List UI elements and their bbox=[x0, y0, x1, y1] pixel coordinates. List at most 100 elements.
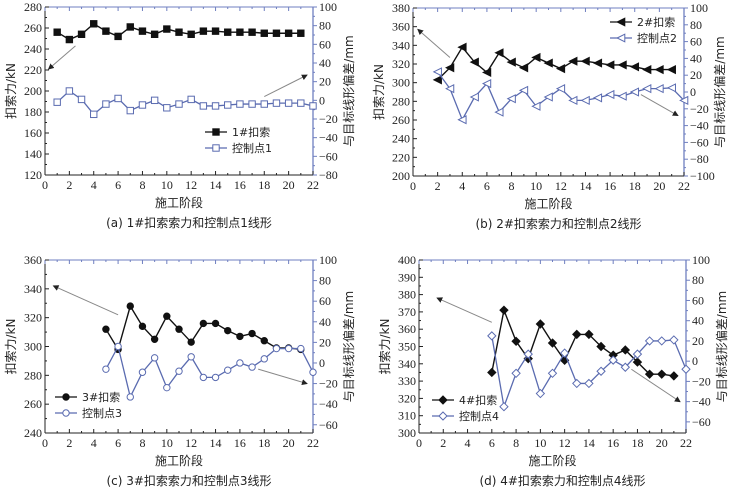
y2-axis-title: 与目标线形偏差/mm bbox=[714, 291, 729, 402]
data-point bbox=[248, 363, 256, 371]
y2-tick-label: −60 bbox=[319, 418, 338, 432]
data-point bbox=[432, 67, 442, 77]
data-point bbox=[632, 357, 643, 367]
y2-tick-label: −100 bbox=[690, 169, 715, 183]
data-point bbox=[511, 368, 521, 379]
x-tick-label: 12 bbox=[185, 178, 197, 192]
y-tick-label: 380 bbox=[392, 1, 410, 15]
chart-c: 0 2 4 6 8 10 12 14 16 18 20 22 240 260 280 300 320 340 360… bbox=[4, 253, 356, 488]
y2-tick-label: 60 bbox=[692, 293, 704, 307]
y-tick-label: 280 bbox=[24, 368, 42, 382]
y2-tick-label: 80 bbox=[319, 19, 331, 33]
data-point bbox=[150, 354, 159, 362]
data-point bbox=[568, 95, 578, 106]
data-point bbox=[592, 93, 603, 103]
x-tick-label: 18 bbox=[631, 436, 643, 450]
data-point bbox=[163, 25, 171, 33]
data-point bbox=[547, 338, 558, 348]
x-tick-label: 12 bbox=[555, 179, 567, 193]
data-point bbox=[150, 30, 159, 39]
data-point bbox=[494, 107, 504, 117]
data-point bbox=[77, 30, 86, 39]
data-point bbox=[187, 338, 195, 346]
y-tick-label: 350 bbox=[398, 340, 416, 354]
legend-marker bbox=[616, 33, 626, 43]
x-axis-title: 施工阶段 bbox=[155, 195, 203, 210]
y2-tick-label: 60 bbox=[319, 294, 331, 308]
x-tick-label: 16 bbox=[604, 179, 616, 193]
data-point bbox=[77, 95, 86, 104]
x-axis-title: 施工阶段 bbox=[155, 453, 203, 468]
x-tick-label: 10 bbox=[161, 178, 173, 192]
y2-tick-label: −20 bbox=[690, 102, 709, 116]
chart-caption: (b) 2#扣索索力和控制点2线形 bbox=[475, 217, 641, 231]
annotation-arrow bbox=[258, 368, 308, 386]
data-point bbox=[138, 322, 147, 331]
chart-a: 0 2 4 6 8 10 12 14 16 18 20 22120140160180200220240… bbox=[4, 0, 356, 230]
data-point bbox=[469, 92, 479, 102]
x-tick-label: 0 bbox=[416, 436, 422, 450]
chart-caption: (a) 1#扣索索力和控制点1线形 bbox=[106, 216, 272, 230]
x-tick-label: 14 bbox=[583, 436, 595, 450]
data-point bbox=[187, 95, 195, 104]
legend-marker bbox=[62, 409, 70, 417]
data-point bbox=[102, 325, 110, 333]
x-axis-title: 施工阶段 bbox=[528, 453, 576, 468]
data-point bbox=[580, 56, 590, 66]
chart-caption: (c) 3#扣索索力和控制点3线形 bbox=[106, 474, 271, 488]
x-tick-label: 10 bbox=[534, 436, 546, 450]
data-point bbox=[487, 331, 497, 341]
data-point bbox=[596, 366, 606, 376]
y-tick-label: 200 bbox=[392, 169, 410, 183]
data-point bbox=[642, 64, 652, 75]
x-tick-label: 6 bbox=[489, 436, 495, 450]
x-tick-label: 10 bbox=[161, 436, 173, 450]
data-point bbox=[199, 373, 208, 382]
data-point bbox=[568, 56, 578, 66]
data-point bbox=[620, 345, 631, 355]
data-point bbox=[506, 94, 516, 104]
x-tick-label: 0 bbox=[410, 179, 416, 193]
data-point bbox=[584, 378, 594, 389]
data-point bbox=[632, 349, 643, 359]
data-point bbox=[248, 100, 256, 108]
y-tick-label: 240 bbox=[24, 42, 42, 56]
x-tick-label: 10 bbox=[530, 179, 542, 193]
x-tick-label: 22 bbox=[680, 436, 692, 450]
data-point bbox=[644, 369, 655, 379]
data-point bbox=[481, 67, 492, 78]
data-point bbox=[523, 349, 533, 359]
y2-tick-label: −60 bbox=[319, 149, 338, 163]
y2-tick-label: 20 bbox=[690, 68, 702, 82]
data-point bbox=[260, 29, 268, 37]
data-point bbox=[260, 100, 268, 108]
data-point bbox=[114, 32, 122, 41]
data-point bbox=[580, 95, 590, 106]
y-tick-label: 310 bbox=[398, 409, 416, 423]
data-point bbox=[224, 28, 232, 36]
x-tick-label: 14 bbox=[210, 436, 222, 450]
x-axis-title: 施工阶段 bbox=[524, 196, 572, 211]
y-tick-label: 320 bbox=[24, 311, 42, 325]
data-point bbox=[187, 30, 195, 39]
data-point bbox=[666, 83, 676, 93]
data-point bbox=[163, 104, 171, 112]
y2-tick-label: 40 bbox=[690, 51, 702, 65]
y2-tick-label: 100 bbox=[319, 253, 337, 267]
y-axis-title: 扣索力/kN bbox=[372, 64, 386, 120]
data-point bbox=[224, 366, 232, 374]
x-tick-label: 6 bbox=[115, 178, 121, 192]
y2-tick-label: 0 bbox=[319, 93, 325, 107]
data-point bbox=[644, 336, 655, 346]
y2-tick-label: 80 bbox=[319, 274, 331, 288]
data-point bbox=[657, 336, 667, 346]
data-point bbox=[65, 35, 74, 44]
x-tick-label: 2 bbox=[440, 436, 446, 450]
y2-tick-label: −40 bbox=[692, 395, 711, 409]
x-tick-label: 2 bbox=[66, 436, 72, 450]
y-tick-label: 180 bbox=[24, 105, 42, 119]
x-tick-label: 0 bbox=[42, 436, 48, 450]
annotation-arrow bbox=[264, 74, 308, 98]
data-point bbox=[90, 20, 98, 28]
